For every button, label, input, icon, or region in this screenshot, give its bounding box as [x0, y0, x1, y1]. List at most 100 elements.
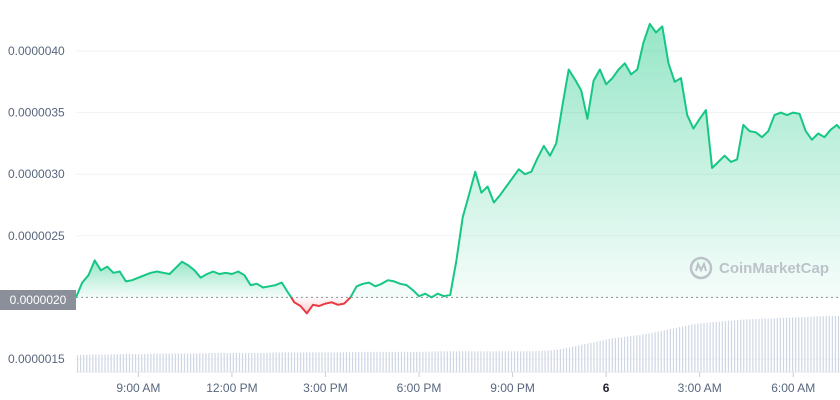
volume-bar	[700, 323, 702, 372]
volume-bar	[193, 353, 195, 372]
watermark-text: CoinMarketCap	[719, 260, 829, 277]
volume-bar	[394, 351, 396, 372]
volume-bar	[290, 352, 293, 372]
volume-bar	[596, 341, 598, 372]
volume-bar	[792, 317, 794, 372]
watermark: CoinMarketCap	[689, 256, 829, 280]
volume-bar	[241, 352, 244, 372]
volume-bar	[819, 316, 821, 372]
volume-bar	[449, 351, 451, 372]
volume-bar	[443, 351, 445, 372]
volume-bar	[831, 316, 833, 372]
volume-bar	[654, 332, 656, 372]
volume-bar	[779, 317, 782, 372]
volume-bar	[773, 318, 775, 372]
x-tick-label: 9:00 PM	[490, 381, 535, 395]
y-tick-label: 0.0000040	[8, 44, 65, 58]
coinmarketcap-logo-icon	[689, 256, 713, 280]
volume-bar	[351, 352, 354, 372]
volume-bar	[156, 353, 158, 372]
volume-bar	[758, 318, 760, 372]
volume-bar	[327, 352, 329, 372]
volume-bar	[208, 353, 210, 372]
volume-bar	[740, 319, 742, 372]
volume-bar	[361, 351, 363, 372]
reference-price-label: 0.0000020	[10, 293, 67, 307]
volume-bar	[367, 351, 369, 372]
volume-bar	[458, 351, 461, 372]
volume-bar	[431, 351, 433, 372]
volume-bar	[703, 322, 705, 372]
volume-bar	[318, 352, 320, 372]
x-tick-label: 6	[603, 381, 610, 395]
price-line-up	[349, 22, 840, 299]
volume-bar	[425, 351, 427, 372]
volume-bar	[520, 351, 522, 372]
volume-bar	[83, 354, 85, 372]
volume-bar	[168, 353, 170, 372]
volume-bar	[513, 351, 516, 372]
volume-bar	[538, 350, 540, 372]
volume-bar	[171, 353, 173, 372]
reference-price-badge: 0.0000020	[0, 290, 76, 310]
volume-bar	[599, 340, 601, 372]
volume-bar	[110, 354, 112, 372]
price-line	[75, 22, 840, 315]
volume-bar	[709, 322, 711, 372]
volume-bar	[645, 333, 647, 372]
volume-bar	[688, 325, 690, 372]
volume-bar	[162, 353, 164, 372]
volume-bar	[101, 354, 103, 372]
volume-bar	[147, 353, 149, 372]
volume-bar	[269, 352, 271, 372]
volume-bar	[727, 320, 730, 372]
volume-bar	[186, 353, 189, 372]
volume-bar	[440, 351, 442, 372]
volume-bar	[694, 324, 696, 372]
volume-bar	[504, 351, 506, 372]
volume-bar	[455, 351, 458, 372]
volume-bar	[284, 352, 286, 372]
volume-bar	[287, 352, 289, 372]
volume-bar	[379, 351, 381, 372]
volume-bar	[202, 353, 204, 372]
volume-bar	[138, 354, 140, 372]
volume-bar	[339, 352, 341, 372]
x-tick-label: 6:00 PM	[397, 381, 442, 395]
volume-bar	[397, 351, 400, 372]
volume-bar	[669, 329, 671, 372]
volume-bar	[358, 351, 360, 372]
volume-bar	[587, 343, 589, 372]
volume-bar	[715, 321, 717, 372]
volume-bar	[373, 351, 375, 372]
volume-bar	[776, 318, 778, 372]
x-tick-label: 3:00 PM	[303, 381, 348, 395]
volume-bar	[666, 329, 668, 372]
volume-bar	[535, 351, 537, 372]
volume-bar	[770, 318, 772, 372]
price-line-up	[75, 259, 293, 298]
volume-bar	[131, 354, 134, 372]
volume-bar	[434, 351, 436, 372]
volume-bar	[743, 319, 745, 372]
volume-bar	[813, 316, 815, 372]
volume-bar	[348, 352, 351, 372]
volume-bar	[559, 349, 561, 372]
volume-bar	[733, 320, 736, 372]
volume-bar	[657, 331, 659, 372]
volume-bar	[465, 351, 467, 372]
volume-bar	[251, 352, 253, 372]
volume-bar	[541, 350, 543, 372]
x-tick-label: 9:00 AM	[116, 381, 160, 395]
volume-bar	[593, 342, 595, 372]
volume-bar	[388, 351, 390, 372]
volume-bar	[303, 352, 305, 372]
volume-bar	[336, 352, 338, 372]
volume-bar	[706, 322, 708, 372]
volume-bar	[232, 352, 234, 372]
y-tick-label: 0.0000035	[8, 106, 65, 120]
volume-bar	[639, 334, 641, 372]
volume-bar	[584, 344, 586, 372]
volume-bar	[296, 352, 299, 372]
volume-bar	[281, 352, 283, 372]
